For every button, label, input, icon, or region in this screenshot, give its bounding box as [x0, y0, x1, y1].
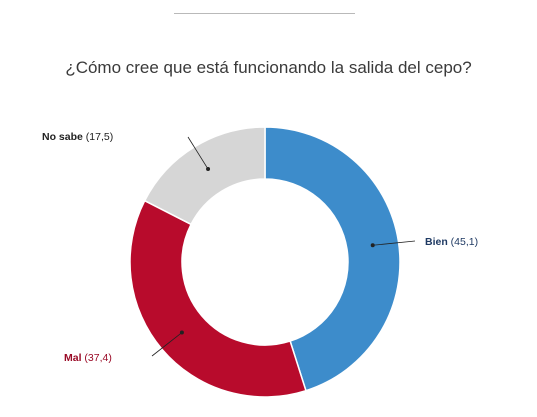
slice-label-value: (17,5): [86, 131, 113, 143]
callout-dot: [370, 243, 375, 248]
slice-label: Bien (45,1): [425, 236, 478, 248]
slice-label-value: (37,4): [84, 352, 111, 364]
slice-no-sabe: [143, 126, 266, 226]
slice-label-name: Bien: [425, 236, 451, 248]
slice-label: No sabe (17,5): [42, 131, 113, 143]
callout-dot: [179, 330, 184, 335]
callout-line: [372, 240, 416, 246]
top-divider: [174, 13, 355, 14]
slice-label-value: (45,1): [451, 236, 478, 248]
slice-mal: [129, 199, 307, 398]
callout-line: [187, 136, 209, 170]
slice-label: Mal (37,4): [64, 352, 112, 364]
callout-line: [151, 332, 183, 357]
slice-label-name: No sabe: [42, 131, 86, 143]
slice-bien: [264, 126, 401, 392]
slice-label-name: Mal: [64, 352, 84, 364]
slice-callouts: Bien (45,1) Mal (37,4) No sabe (17,5): [42, 131, 478, 364]
chart-title: ¿Cómo cree que está funcionando la salid…: [65, 58, 472, 77]
donut-slices: [129, 126, 401, 398]
callout-dot: [206, 167, 211, 172]
